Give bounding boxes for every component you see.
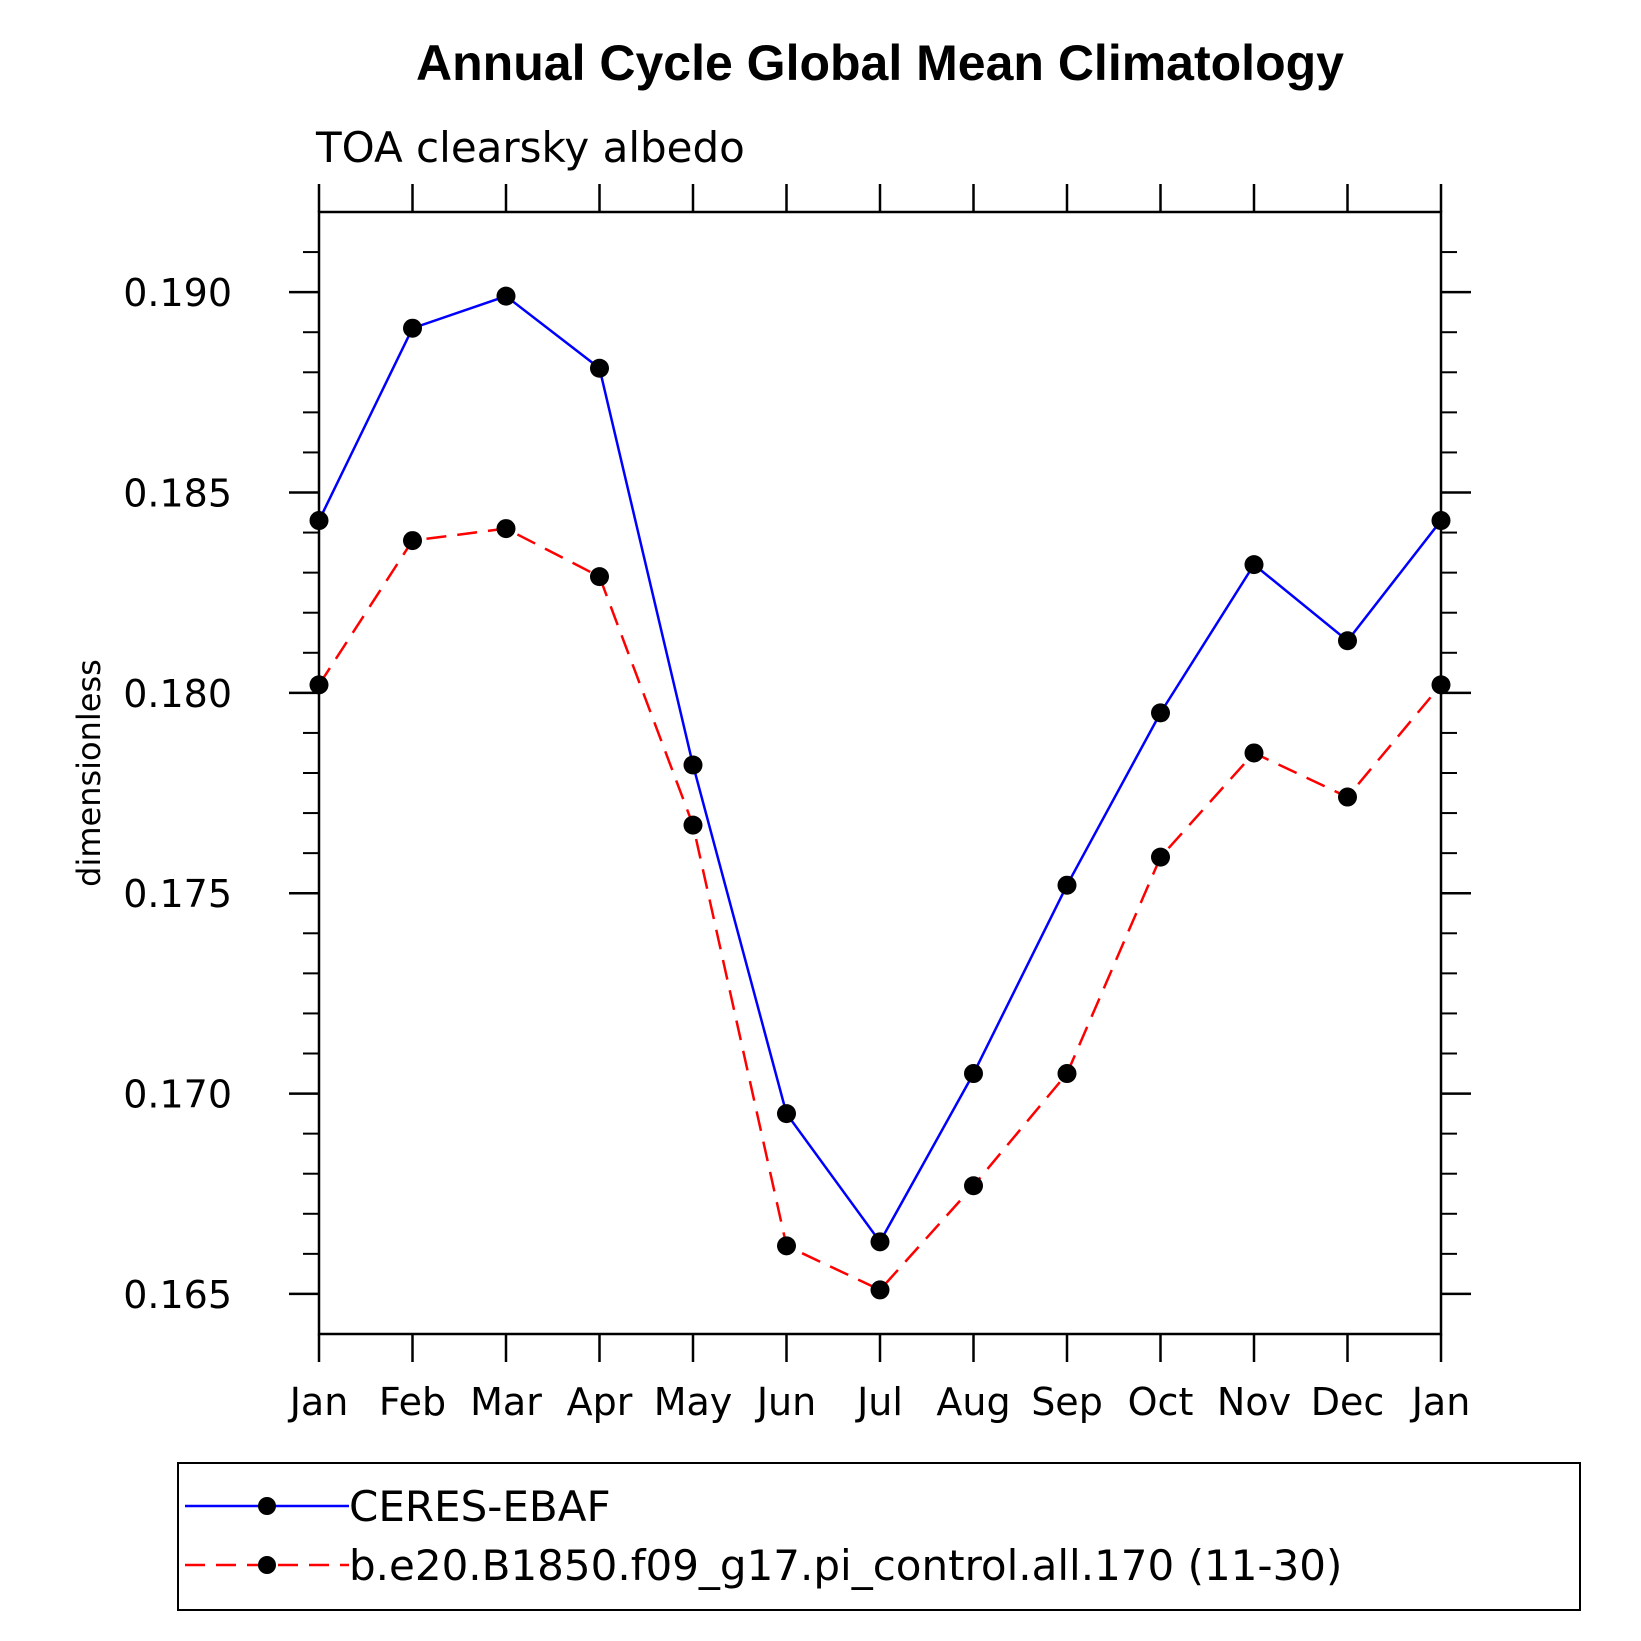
x-tick-label: Sep: [1031, 1380, 1103, 1424]
series-layer: [309, 286, 1451, 1300]
series-point: [590, 567, 609, 587]
legend-label-model: b.e20.B1850.f09_g17.pi_control.all.170 (…: [349, 1541, 1342, 1590]
series-point: [590, 358, 609, 378]
x-tick-label: Jul: [855, 1380, 903, 1424]
x-tick-label: Feb: [379, 1380, 446, 1424]
series-point: [964, 1064, 983, 1084]
series-point: [1151, 847, 1170, 867]
chart-subtitle: TOA clearsky albedo: [315, 123, 745, 172]
series-point: [403, 318, 422, 338]
legend-box: [177, 1462, 1581, 1611]
y-axis-label: dimensionless: [70, 659, 108, 887]
series-point: [1338, 631, 1357, 651]
series-point: [1431, 675, 1451, 695]
series-point: [1057, 875, 1077, 895]
y-tick-label: 0.175: [123, 872, 232, 916]
series-ceres-ebaf: [309, 286, 1451, 1252]
y-tick-label: 0.180: [123, 672, 232, 716]
y-tick-label: 0.165: [123, 1273, 232, 1317]
y-tick-label: 0.185: [123, 472, 232, 516]
series-model: [309, 519, 1451, 1300]
legend-label-ceres-ebaf: CERES-EBAF: [349, 1482, 611, 1531]
series-point: [1244, 555, 1264, 575]
series-point: [1057, 1064, 1077, 1084]
axes: Jan Feb Mar Apr May Jun Jul Aug Sep Oct Nov Dec Jan 0…: [123, 184, 1471, 1424]
x-tick-label: Jan: [288, 1380, 349, 1424]
series-point: [496, 519, 516, 539]
x-tick-label: Jan: [1410, 1380, 1471, 1424]
y-tick-label: 0.170: [123, 1073, 232, 1117]
series-point: [777, 1104, 796, 1124]
series-point: [309, 675, 329, 695]
series-point: [1431, 511, 1451, 531]
x-tick-label: Apr: [567, 1380, 633, 1424]
series-point: [1244, 743, 1264, 763]
series-line: [317, 294, 1442, 1245]
series-point: [1151, 703, 1170, 723]
x-tick-label: May: [654, 1380, 733, 1424]
series-point: [309, 511, 329, 531]
series-point: [870, 1280, 890, 1300]
series-point: [496, 286, 516, 306]
x-tick-label: Mar: [470, 1380, 542, 1424]
series-line: [317, 527, 1442, 1292]
x-tick-label: Jun: [755, 1380, 816, 1424]
plot-frame: [317, 210, 1443, 1336]
legend: CERES-EBAF b.e20.B1850.f09_g17.pi_contro…: [177, 1462, 1581, 1611]
y-tick-label: 0.190: [123, 271, 232, 315]
x-tick-label: Dec: [1311, 1380, 1385, 1424]
series-point: [1338, 787, 1357, 807]
series-point: [683, 755, 703, 775]
series-point: [683, 815, 703, 835]
x-tick-label: Aug: [936, 1380, 1010, 1424]
series-point: [964, 1176, 983, 1196]
series-point: [403, 531, 422, 551]
series-point: [870, 1232, 890, 1252]
x-tick-label: Oct: [1128, 1380, 1194, 1424]
legend-marker-model: [258, 1556, 276, 1574]
series-point: [777, 1236, 796, 1256]
chart-title: Annual Cycle Global Mean Climatology: [416, 35, 1344, 91]
x-tick-label: Nov: [1217, 1380, 1291, 1424]
legend-marker-ceres-ebaf: [258, 1497, 276, 1515]
